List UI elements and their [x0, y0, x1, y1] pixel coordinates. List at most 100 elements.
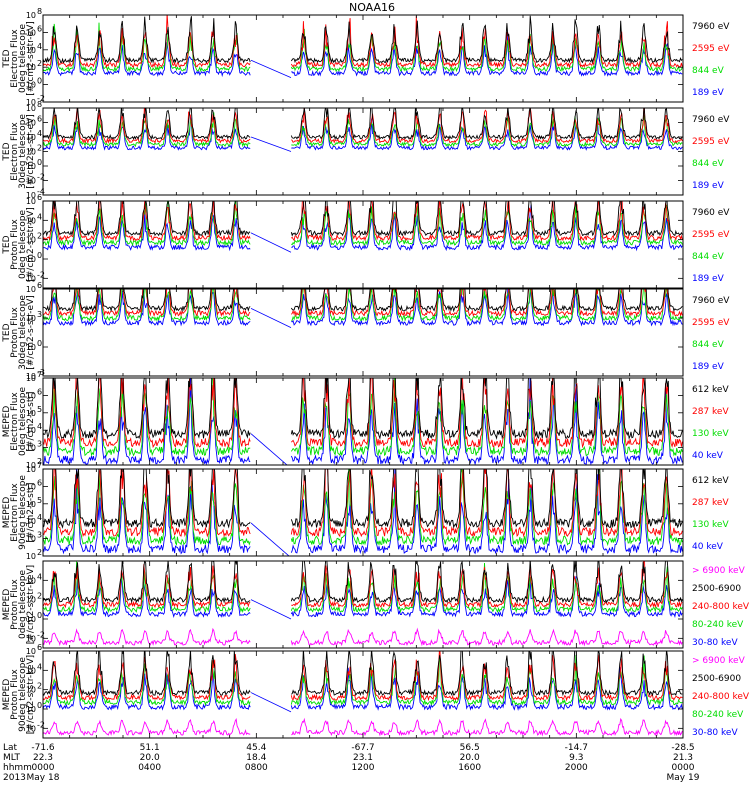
y-tick-exponent: 0	[37, 251, 42, 260]
y-tick-label: 10	[26, 482, 36, 491]
gap-connector-line	[250, 59, 292, 79]
x-row-label: 2013	[3, 773, 26, 783]
legend-entry: 7960 eV	[692, 296, 730, 306]
series-7960-eV-trace	[43, 15, 683, 65]
legend-entry: 2595 eV	[692, 44, 730, 54]
y-tick-exponent: 2	[37, 232, 42, 241]
gap-connector-line	[250, 433, 288, 465]
legend-entry: 189 eV	[692, 362, 725, 372]
x-tick-label: 0000	[32, 763, 55, 773]
series-80-240-keV-trace	[43, 561, 683, 614]
legend-entry: 2500-6900	[692, 584, 741, 594]
y-tick-label: 10	[26, 444, 36, 453]
y-axis-label-line: Electron Flux	[10, 29, 20, 88]
y-tick-exponent: 5	[37, 405, 42, 414]
y-tick-exponent: 4	[37, 513, 42, 522]
y-tick-exponent: 3	[37, 440, 42, 449]
legend-entry: 2595 eV	[692, 318, 730, 328]
y-tick-label: 10	[26, 724, 36, 733]
series-30-80-keV-trace	[43, 572, 683, 619]
y-tick-label: 10	[26, 285, 36, 294]
y-tick-exponent: 0	[37, 158, 42, 167]
y-tick-label: 10	[26, 535, 36, 544]
gap-connector-line	[250, 232, 292, 253]
y-tick-exponent: 2	[37, 59, 42, 68]
y-axis-label-line: Proton Flux	[10, 219, 20, 270]
y-axis-label-line: 0deg telescope	[18, 210, 28, 280]
y-tick-label: 10	[26, 343, 36, 352]
x-tick-label: 45.4	[246, 743, 266, 753]
y-tick-exponent: 0	[37, 339, 42, 348]
gap-connector-line	[250, 522, 290, 556]
gap-connector-line	[250, 599, 292, 620]
series-612-keV-trace	[43, 378, 683, 440]
y-tick-exponent: 4	[37, 572, 42, 581]
y-axis-label-line: Proton Flux	[10, 669, 20, 720]
y-axis-label-line: [#/cm2-s-str]	[26, 391, 36, 451]
y-tick-exponent: -2	[37, 720, 45, 729]
series-7960-eV-trace	[43, 108, 683, 141]
y-axis-label-line: Proton Flux	[10, 307, 20, 358]
y-axis-label-line: Electron Flux	[10, 122, 20, 181]
y-axis-label-line: Electron Flux	[10, 483, 20, 542]
y-axis-label-line: [#/cm2-s-str-keV]	[26, 655, 36, 734]
y-tick-exponent: -2	[37, 173, 45, 182]
series-844-eV-trace	[43, 201, 683, 247]
x-tick-label: 1600	[458, 763, 481, 773]
legend-entry: 189 eV	[692, 274, 725, 284]
y-tick-label: 10	[26, 314, 36, 323]
y-axis-label-line: TED	[2, 235, 12, 254]
y-tick-label: 10	[26, 666, 36, 675]
legend-entry: 30-80 keV	[692, 728, 738, 738]
y-tick-label: 10	[26, 177, 36, 186]
legend-entry: 287 keV	[692, 407, 729, 417]
legend-entry: 2500-6900	[692, 674, 741, 684]
legend-entry: 7960 eV	[692, 208, 730, 218]
legend-entry: 80-240 keV	[692, 710, 744, 720]
panel-1-data	[43, 15, 683, 79]
x-tick-label: 20.0	[460, 753, 480, 763]
x-tick-label: 56.5	[460, 743, 480, 753]
y-axis-label-line: 30deg telescope	[18, 114, 28, 189]
y-axis-label-line: MEPED	[2, 589, 12, 621]
y-tick-exponent: 6	[37, 193, 42, 202]
y-axis-label-line: MEPED	[2, 497, 12, 529]
panel-6-data	[43, 469, 683, 556]
series-7960-eV-trace	[43, 289, 683, 313]
y-tick-exponent: 8	[37, 7, 42, 16]
y-axis-label-line: 30deg telescope	[18, 295, 28, 370]
y-tick-label: 10	[26, 11, 36, 20]
y-tick-exponent: 0	[37, 77, 42, 86]
y-tick-label: 10	[26, 552, 36, 561]
y-tick-label: 10	[26, 647, 36, 656]
series-2500-6900-trace	[43, 561, 683, 604]
y-tick-exponent: 0	[37, 611, 42, 620]
panel-frame	[42, 288, 684, 377]
y-tick-label: 10	[26, 104, 36, 113]
gap-connector-line	[250, 307, 292, 329]
y-tick-exponent: -2	[37, 94, 45, 103]
y-tick-label: 10	[26, 148, 36, 157]
legend-entry: 7960 eV	[692, 22, 730, 32]
legend-entry: 287 keV	[692, 498, 729, 508]
y-axis-label-line: TED	[2, 323, 12, 342]
y-tick-exponent: 7	[37, 370, 42, 379]
y-tick-label: 10	[26, 274, 36, 283]
y-tick-exponent: 2	[37, 682, 42, 691]
legend-entry: 40 keV	[692, 542, 724, 552]
series-2595-eV-trace	[43, 201, 683, 242]
y-axis-label-line: 90deg telescope	[18, 475, 28, 550]
y-tick-exponent: -4	[37, 187, 45, 196]
x-tick-label: May 18	[27, 773, 60, 783]
y-tick-label: 10	[26, 46, 36, 55]
y-tick-label: 10	[26, 197, 36, 206]
panel-frame	[42, 107, 684, 196]
y-tick-label: 10	[26, 216, 36, 225]
x-tick-label: -71.6	[31, 743, 55, 753]
